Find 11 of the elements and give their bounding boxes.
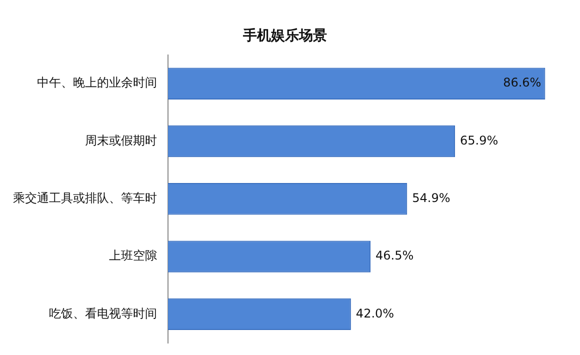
y-tick-label: 吃饭、看电视等时间 xyxy=(49,306,157,320)
data-label: 65.9% xyxy=(460,133,498,148)
chart-title: 手机娱乐场景 xyxy=(242,27,327,44)
y-tick-label: 中午、晚上的业余时间 xyxy=(37,76,157,90)
y-tick-label: 周末或假期时 xyxy=(85,133,157,148)
data-label: 54.9% xyxy=(412,191,450,206)
y-tick-label: 乘交通工具或排队、等车时 xyxy=(13,191,157,206)
data-label: 46.5% xyxy=(376,248,414,263)
data-label: 42.0% xyxy=(356,306,394,320)
data-label: 86.6% xyxy=(503,76,542,90)
y-tick-label: 上班空隙 xyxy=(109,248,157,263)
